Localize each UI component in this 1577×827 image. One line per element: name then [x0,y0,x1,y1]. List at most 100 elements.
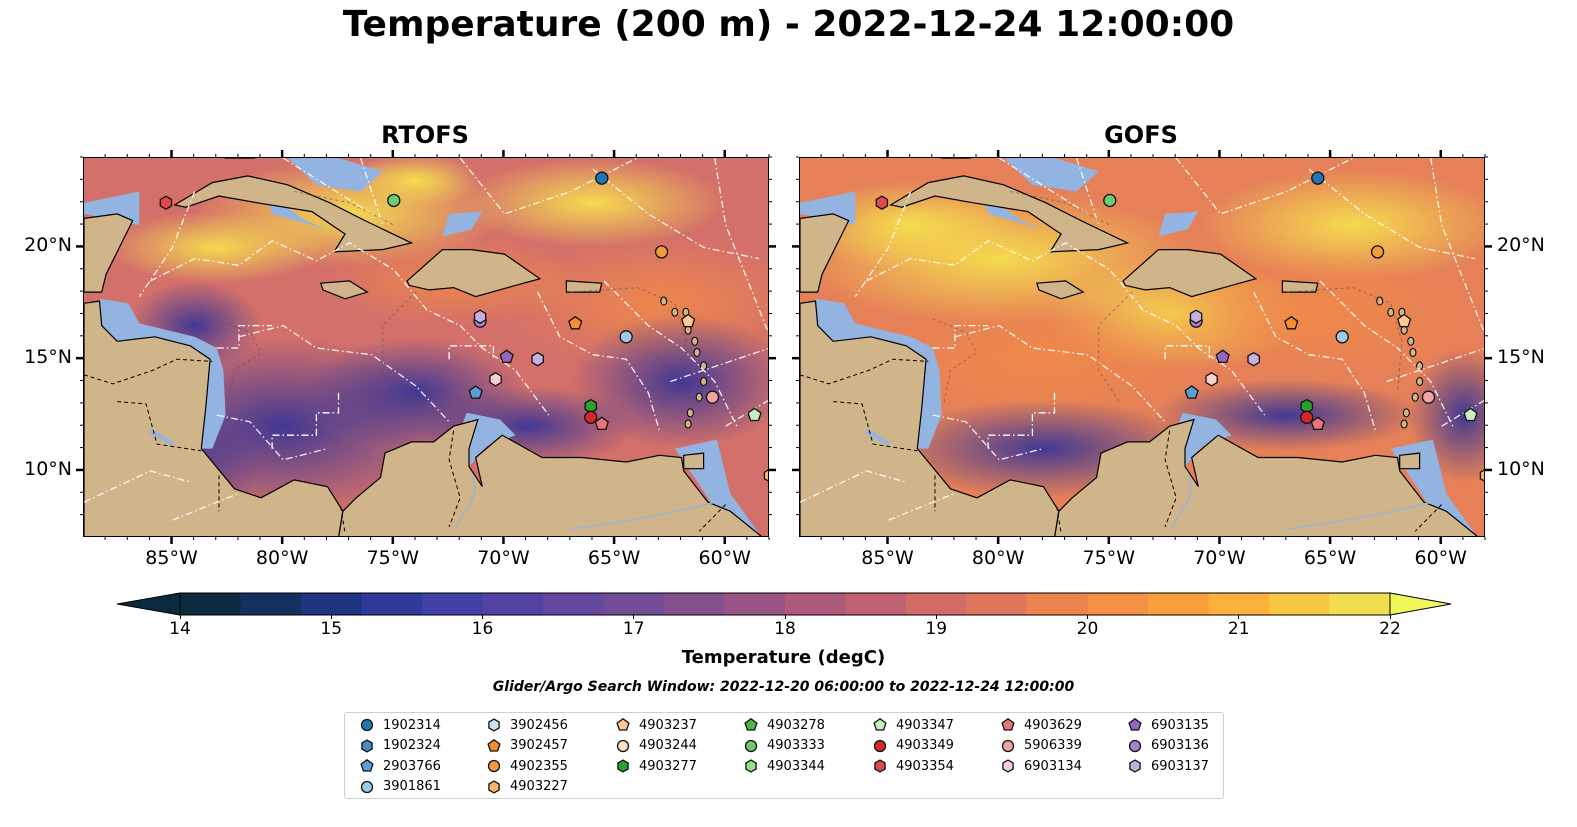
lon-tick-label: 70°W [1193,547,1246,569]
legend-marker [1002,759,1014,773]
eez-boundary [932,414,1044,461]
country-border [340,506,346,534]
legend-marker [744,717,758,731]
panel-title-gofs: GOFS [1104,121,1178,149]
colorbar-tick-label: 19 [925,619,948,639]
float-marker-1902314 [1311,171,1325,185]
legend-label: 6903135 [1151,717,1209,733]
eez-boundary [1253,291,1377,431]
legend-entry-4903237: 4903237 [615,717,697,733]
country-border [1164,430,1177,527]
legend-label: 4903277 [639,758,697,774]
eez-boundary [1319,280,1454,427]
eez-boundary [592,168,760,260]
legend-marker [744,739,758,752]
hexagon-marker-icon [874,759,886,773]
legend-marker [616,739,630,752]
country-border [800,358,929,385]
legend-label: 4903354 [896,758,954,774]
legend-marker [487,738,501,752]
float-marker-4903629 [594,416,609,431]
pentagon-marker-icon [1001,717,1015,731]
legend-entry-4903277: 4903277 [615,758,697,774]
float-marker-6903134 [1205,372,1218,387]
country-border [698,504,727,532]
pentagon-marker-icon [744,717,758,731]
eez-boundary [998,158,1089,215]
colorbar-bin [543,593,604,615]
eez-boundary [1308,168,1476,260]
colorbar-tick-label: 22 [1379,619,1401,639]
hexagon-marker-icon [361,738,373,753]
float-marker-4903349 [1300,410,1314,424]
colorbar [116,592,1452,616]
colorbar-bin [966,593,1028,615]
colorbar-bin [301,593,362,615]
country-border [84,358,213,385]
legend-marker [1001,739,1015,752]
colorbar-label: Temperature (degC) [681,647,886,668]
hexagon-marker-icon [1129,759,1141,773]
colorbar-bin [785,593,846,615]
lon-tick-label: 65°W [587,547,641,569]
colorbar-extend-max [1389,592,1452,616]
legend-marker [360,780,374,793]
lon-tick-label: 80°W [255,547,309,569]
float-marker-4902355 [1370,245,1385,259]
legend-entry-6903135: 6903135 [1127,717,1209,733]
eez-boundary [932,324,989,349]
lon-tick-label: 60°W [1414,547,1467,569]
circle-marker-icon [1001,739,1015,752]
pentagon-marker-icon [873,717,887,731]
shallow-shelf [815,298,942,449]
legend-entry-1902324: 1902324 [359,738,441,754]
legend-entry-4903244: 4903244 [615,738,697,754]
legend-entry-4903278: 4903278 [743,717,825,733]
legend-entry-3902457: 3902457 [486,738,568,754]
lake-maracaibo-outline [1171,475,1192,528]
legend-marker [360,718,374,732]
colorbar-bin [845,593,907,615]
circle-marker-icon [873,739,887,752]
eez-boundary [854,191,912,297]
island [1411,392,1419,402]
legend-marker [488,718,500,732]
island [1416,377,1424,387]
colorbar-bin [664,593,725,615]
eez-boundary [954,324,1166,423]
float-marker-6903137 [531,351,544,367]
shallow-shelf [265,191,328,230]
float-marker-4903347 [747,407,762,422]
legend-marker [1128,739,1142,752]
eez-boundary [138,191,196,297]
legend-entry-4903344: 4903344 [743,758,825,774]
axes-layer [76,150,1492,544]
land-yucatan-top [84,213,134,293]
legend-entry-5906339: 5906339 [1000,738,1082,754]
map-gofs [799,157,1485,537]
legend-label: 3902456 [510,717,568,733]
circle-marker-icon [1128,739,1142,752]
land-south-america [1054,418,1478,536]
hexagon-marker-icon [745,759,757,773]
land-jamaica [1035,280,1085,300]
legend-label: 6903134 [1024,758,1082,774]
hexagon-marker-icon [617,759,629,773]
eez-boundary [1175,325,1266,416]
float-marker-6903137 [1247,351,1260,367]
land-south-america [338,418,762,536]
colorbar-tick [935,615,937,619]
colorbar-bin [1087,593,1149,615]
colorbar-tick-label: 17 [622,619,645,639]
lon-tick-label: 65°W [1303,547,1357,569]
legend-label: 4903629 [1024,717,1082,733]
legend-entry-4903349: 4903349 [872,738,954,754]
land-trinidad [1399,452,1421,470]
float-marker-4903354 [159,195,173,210]
hexagon-marker-icon [488,779,500,794]
circle-marker-icon [744,739,758,752]
eez-boundary [172,492,240,521]
legend-label: 4903344 [767,758,825,774]
lat-tick-label: 15°N [1497,346,1545,369]
circle-marker-icon [360,718,374,732]
